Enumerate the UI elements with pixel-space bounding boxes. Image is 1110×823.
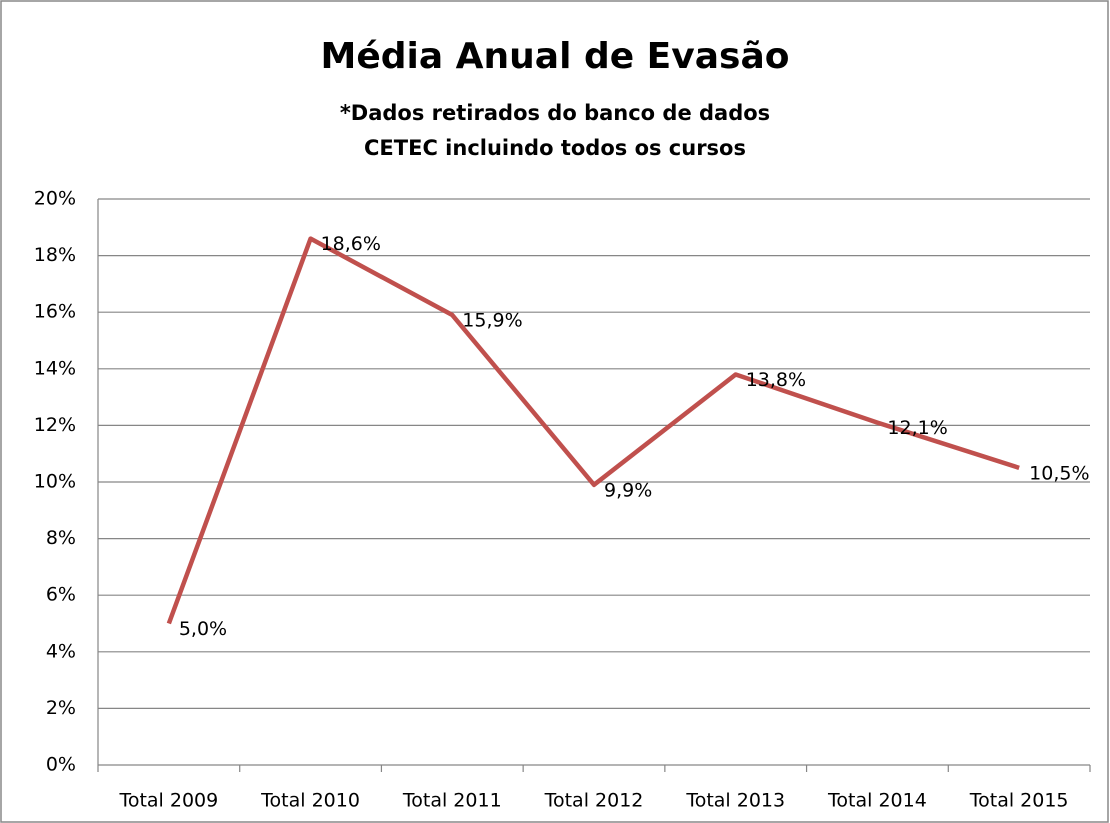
x-tick-label: Total 2011 — [402, 790, 502, 812]
y-tick-label: 4% — [46, 640, 76, 662]
data-label: 9,9% — [604, 479, 652, 501]
y-tick-label: 12% — [34, 414, 76, 436]
data-label: 12,1% — [887, 417, 947, 439]
y-tick-label: 14% — [34, 357, 76, 379]
x-tick-label: Total 2015 — [969, 790, 1069, 812]
data-label: 10,5% — [1029, 462, 1089, 484]
x-tick-label: Total 2009 — [118, 790, 218, 812]
y-tick-label: 0% — [46, 754, 76, 776]
y-tick-label: 10% — [34, 471, 76, 493]
chart-title: Média Anual de Evasão — [320, 36, 790, 77]
x-tick-label: Total 2012 — [544, 790, 644, 812]
data-label: 15,9% — [462, 310, 522, 332]
y-tick-label: 8% — [46, 527, 76, 549]
data-label: 18,6% — [321, 233, 381, 255]
y-tick-label: 20% — [34, 188, 76, 210]
data-label: 5,0% — [179, 618, 227, 640]
y-tick-label: 2% — [46, 697, 76, 719]
chart-subtitle: *Dados retirados do banco de dados CETEC… — [339, 101, 771, 160]
data-line — [166, 236, 1020, 625]
x-tick-label: Total 2010 — [260, 790, 360, 812]
data-label: 13,8% — [746, 369, 806, 391]
x-tick-label: Total 2013 — [685, 790, 785, 812]
y-tick-label: 18% — [34, 244, 76, 266]
x-tick-label: Total 2014 — [827, 790, 927, 812]
y-tick-label: 6% — [46, 584, 76, 606]
y-tick-label: 16% — [34, 301, 76, 323]
